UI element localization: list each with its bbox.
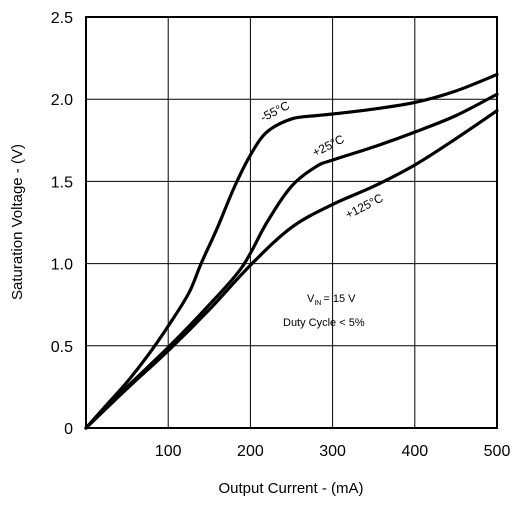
y-axis-title: Saturation Voltage - (V) bbox=[9, 144, 26, 300]
x-tick-label-4: 500 bbox=[484, 443, 511, 460]
y-tick-label-5: 2.5 bbox=[51, 10, 73, 27]
y-tick-label-3: 1.5 bbox=[51, 174, 73, 191]
y-tick-label-0: 0 bbox=[64, 421, 73, 438]
duty-cycle-annotation: Duty Cycle < 5% bbox=[283, 317, 365, 329]
curve-layer bbox=[84, 72, 499, 430]
x-tick-label-2: 300 bbox=[319, 443, 346, 460]
y-tick-label-4: 2.0 bbox=[51, 92, 73, 109]
vin-subscript: IN bbox=[314, 300, 321, 307]
plot-frame bbox=[85, 16, 498, 429]
vin-annotation: VIN = 15 V bbox=[307, 293, 356, 307]
curve-label-plus25: +25°C bbox=[310, 132, 347, 160]
x-tick-label-0: 100 bbox=[155, 443, 182, 460]
series-line-minus55 bbox=[84, 72, 499, 430]
y-tick-label-1: 0.5 bbox=[51, 339, 73, 356]
vin-value: = 15 V bbox=[323, 293, 356, 305]
series-line-plus125 bbox=[84, 109, 499, 430]
tick-layer: 100 200 300 400 500 0 0.5 1.0 1.5 2.0 2.5 bbox=[51, 10, 511, 460]
x-tick-label-3: 400 bbox=[401, 443, 428, 460]
vin-prefix: V bbox=[307, 293, 315, 305]
series-line-plus25 bbox=[84, 92, 499, 430]
y-tick-label-2: 1.0 bbox=[51, 257, 73, 274]
x-tick-label-1: 200 bbox=[237, 443, 264, 460]
x-axis-title: Output Current - (mA) bbox=[218, 480, 363, 497]
